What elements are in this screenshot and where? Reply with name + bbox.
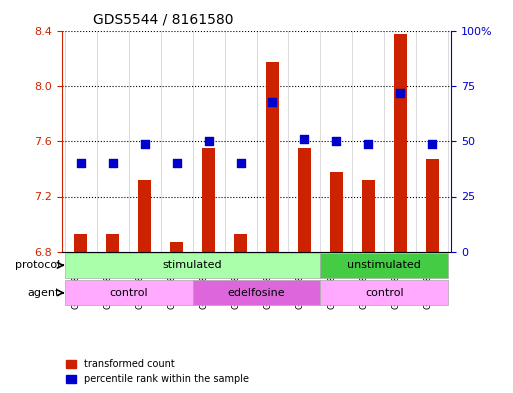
Text: GSM1084274: GSM1084274: [135, 253, 145, 309]
Text: GSM1084273: GSM1084273: [104, 253, 113, 309]
Bar: [362, 180, 374, 252]
Point: [76, 160, 85, 167]
Text: GSM1084276: GSM1084276: [200, 253, 209, 309]
Text: GDS5544 / 8161580: GDS5544 / 8161580: [93, 12, 233, 26]
Text: control: control: [109, 288, 148, 298]
Bar: [330, 172, 343, 252]
Bar: [202, 148, 215, 252]
Point: [172, 160, 181, 167]
Point: [364, 141, 372, 147]
Bar: [234, 233, 247, 252]
FancyBboxPatch shape: [321, 253, 448, 278]
Bar: [426, 160, 439, 252]
Text: protocol: protocol: [15, 260, 60, 270]
Point: [332, 138, 341, 145]
Point: [109, 160, 117, 167]
Legend: transformed count, percentile rank within the sample: transformed count, percentile rank withi…: [66, 359, 249, 384]
Bar: [298, 148, 311, 252]
Text: unstimulated: unstimulated: [347, 260, 421, 270]
Bar: [139, 180, 151, 252]
Text: GSM1084277: GSM1084277: [231, 253, 241, 309]
Text: GSM1084279: GSM1084279: [295, 253, 304, 309]
Text: stimulated: stimulated: [163, 260, 223, 270]
Point: [428, 141, 437, 147]
Bar: [106, 233, 119, 252]
FancyBboxPatch shape: [65, 253, 321, 278]
Text: agent: agent: [28, 288, 60, 298]
Text: GSM1084275: GSM1084275: [168, 253, 176, 309]
Text: GSM1084272: GSM1084272: [72, 253, 81, 309]
Point: [396, 90, 404, 96]
Text: edelfosine: edelfosine: [228, 288, 285, 298]
Point: [141, 141, 149, 147]
Text: GSM1084262: GSM1084262: [391, 253, 400, 309]
Bar: [74, 233, 87, 252]
Bar: [170, 242, 183, 252]
Text: GSM1084260: GSM1084260: [327, 253, 337, 309]
Text: GSM1084278: GSM1084278: [264, 253, 272, 309]
Point: [205, 138, 213, 145]
Bar: [394, 34, 407, 252]
Text: GSM1084263: GSM1084263: [423, 253, 432, 309]
Bar: [266, 62, 279, 252]
FancyBboxPatch shape: [192, 281, 321, 305]
FancyBboxPatch shape: [321, 281, 448, 305]
Point: [300, 136, 308, 142]
Text: GSM1084261: GSM1084261: [359, 253, 368, 309]
Text: control: control: [365, 288, 404, 298]
FancyBboxPatch shape: [65, 281, 192, 305]
Point: [236, 160, 245, 167]
Point: [268, 99, 277, 105]
